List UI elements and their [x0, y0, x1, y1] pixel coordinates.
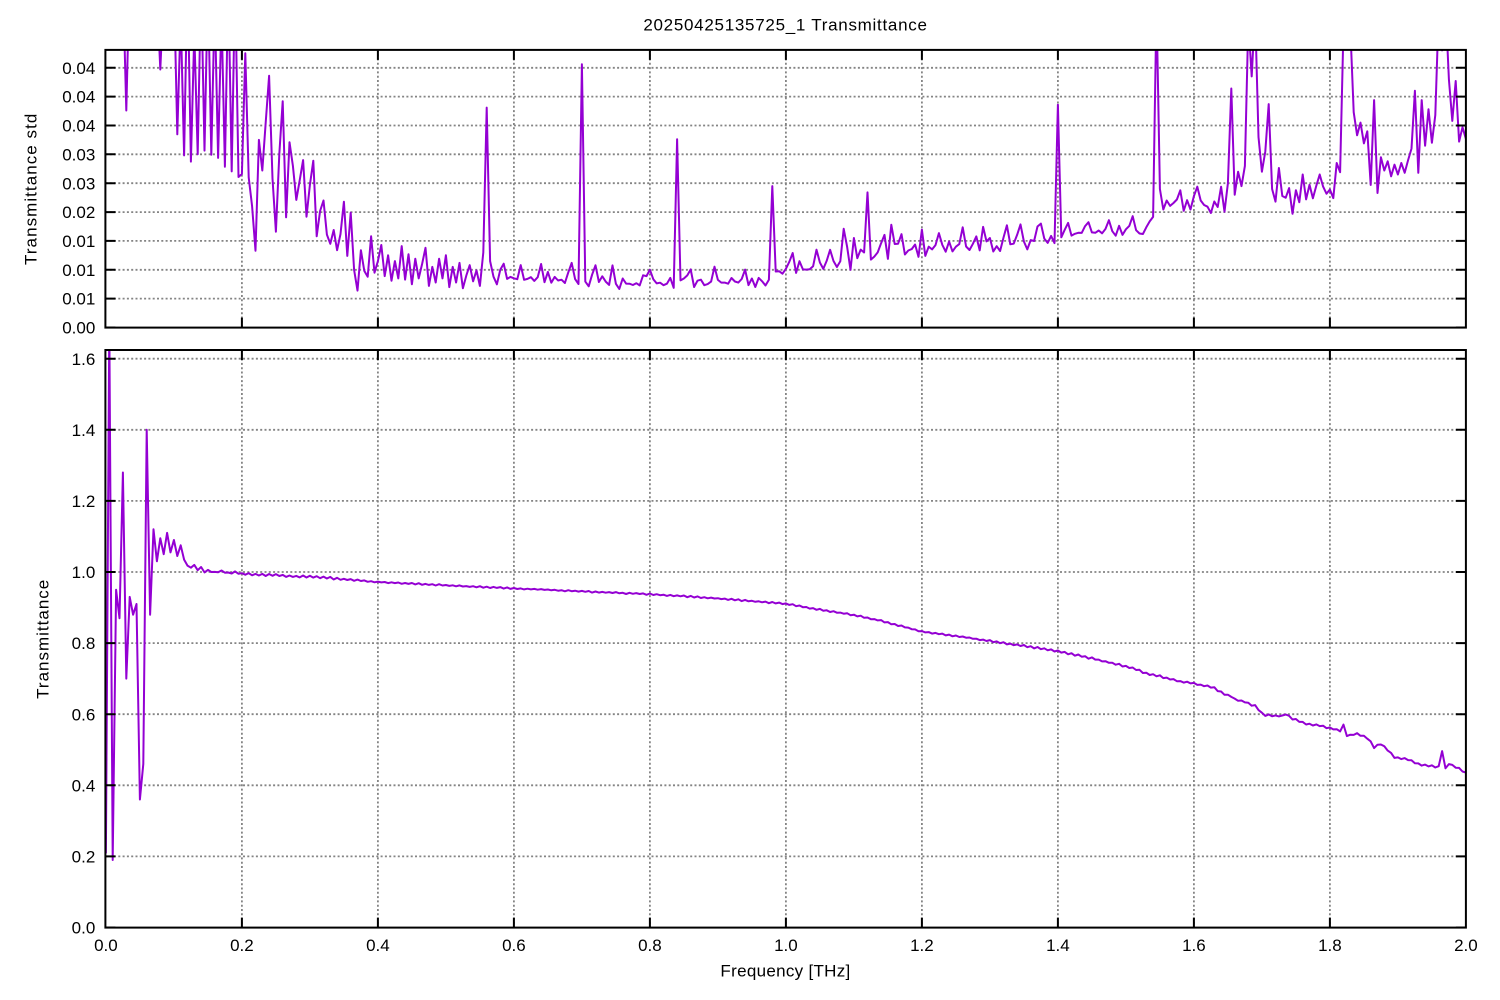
svg-text:0.01: 0.01: [62, 290, 95, 309]
svg-text:0.01: 0.01: [62, 261, 95, 280]
svg-text:0.0: 0.0: [72, 919, 96, 938]
svg-text:0.01: 0.01: [62, 232, 95, 251]
svg-text:0.03: 0.03: [62, 145, 95, 164]
svg-text:1.2: 1.2: [72, 492, 96, 511]
svg-text:1.4: 1.4: [1046, 936, 1070, 955]
svg-text:1.2: 1.2: [910, 936, 934, 955]
svg-text:1.6: 1.6: [1182, 936, 1206, 955]
svg-text:0.2: 0.2: [230, 936, 254, 955]
svg-text:0.02: 0.02: [62, 203, 95, 222]
svg-text:Transmittance std: Transmittance std: [22, 113, 41, 265]
svg-text:0.04: 0.04: [62, 88, 95, 107]
svg-text:1.8: 1.8: [1318, 936, 1342, 955]
svg-text:0.4: 0.4: [72, 776, 96, 795]
svg-text:0.2: 0.2: [72, 848, 96, 867]
svg-text:Frequency [THz]: Frequency [THz]: [720, 961, 850, 980]
svg-text:0.00: 0.00: [62, 319, 95, 338]
svg-text:Transmittance: Transmittance: [34, 579, 53, 699]
svg-text:0.4: 0.4: [366, 936, 390, 955]
svg-text:0.6: 0.6: [502, 936, 526, 955]
svg-text:1.0: 1.0: [72, 563, 96, 582]
svg-text:0.03: 0.03: [62, 174, 95, 193]
svg-text:0.8: 0.8: [638, 936, 662, 955]
svg-text:0.6: 0.6: [72, 705, 96, 724]
svg-text:0.04: 0.04: [62, 59, 95, 78]
svg-text:1.4: 1.4: [72, 421, 96, 440]
svg-text:1.0: 1.0: [774, 936, 798, 955]
svg-text:0.8: 0.8: [72, 634, 96, 653]
svg-text:2.0: 2.0: [1454, 936, 1478, 955]
svg-text:0.04: 0.04: [62, 117, 95, 136]
svg-text:0.0: 0.0: [94, 936, 118, 955]
svg-text:20250425135725_1 Transmittance: 20250425135725_1 Transmittance: [643, 15, 927, 34]
svg-text:1.6: 1.6: [72, 350, 96, 369]
